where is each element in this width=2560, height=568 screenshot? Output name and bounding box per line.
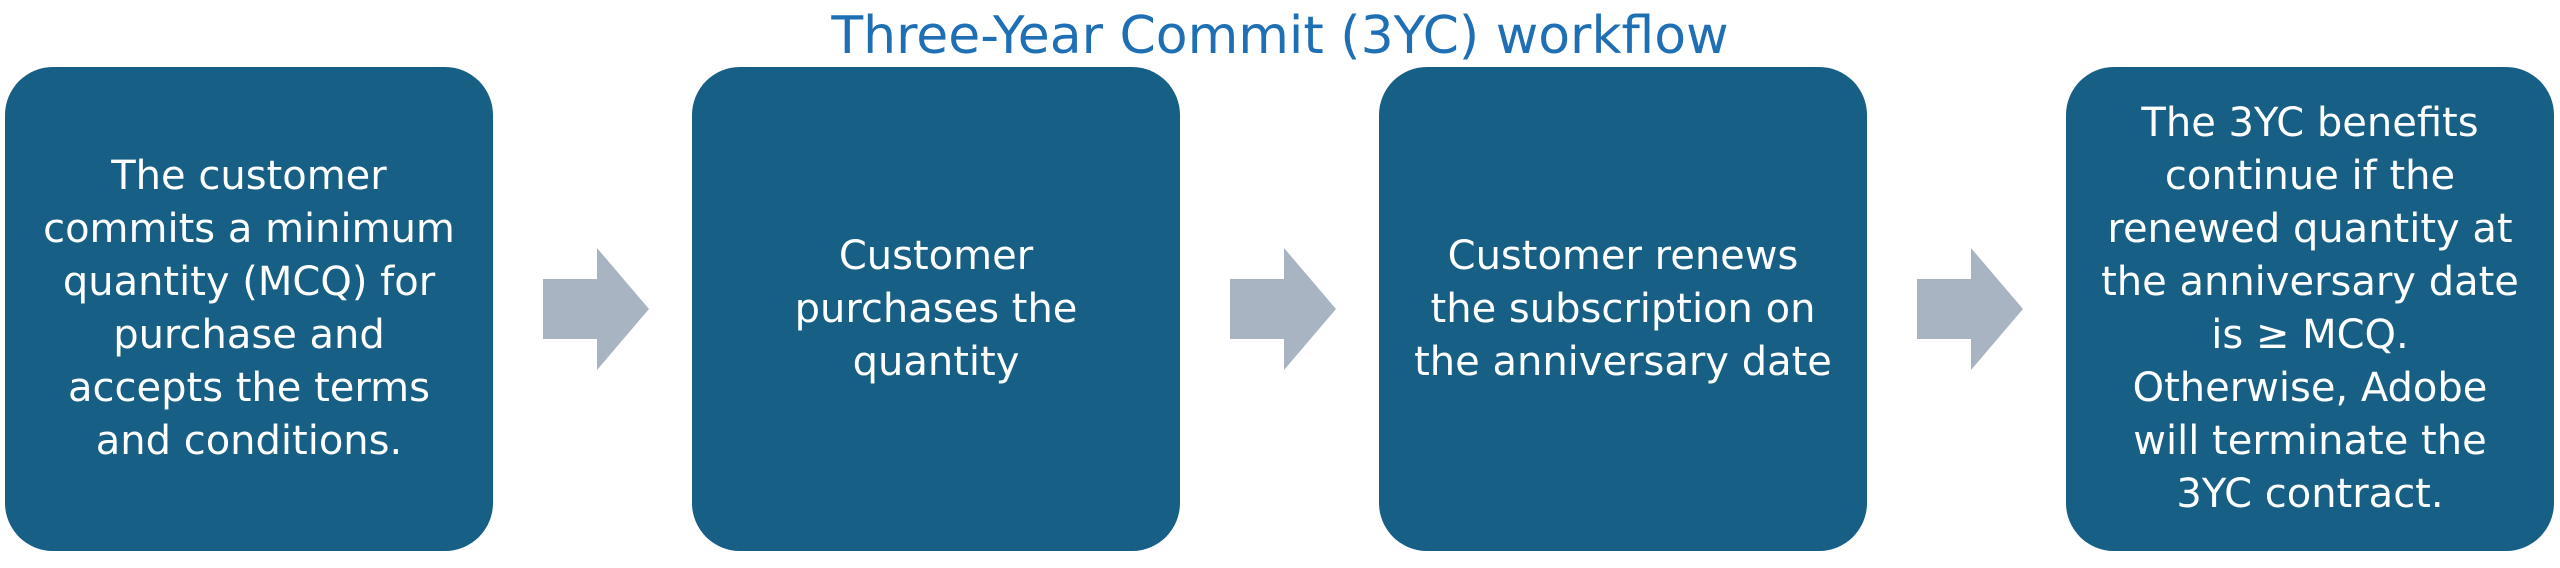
step-text-2: Customer purchases the quantity (794, 232, 1078, 385)
right-arrow-icon (1230, 248, 1336, 370)
step-box-4: The 3YC benefits continue if the renewed… (2066, 67, 2554, 551)
step-box-3: Customer renews the subscription on the … (1379, 67, 1867, 551)
step-text-4: The 3YC benefits continue if the renewed… (2101, 100, 2519, 517)
step-text-1: The customer commits a minimum quantity … (43, 153, 455, 464)
step-box-2: Customer purchases the quantity (692, 67, 1180, 551)
step-box-1: The customer commits a minimum quantity … (5, 67, 493, 551)
right-arrow-icon (1917, 248, 2023, 370)
right-arrow-icon (543, 248, 649, 370)
diagram-title: Three-Year Commit (3YC) workflow (831, 6, 1729, 66)
step-text-3: Customer renews the subscription on the … (1414, 232, 1832, 385)
